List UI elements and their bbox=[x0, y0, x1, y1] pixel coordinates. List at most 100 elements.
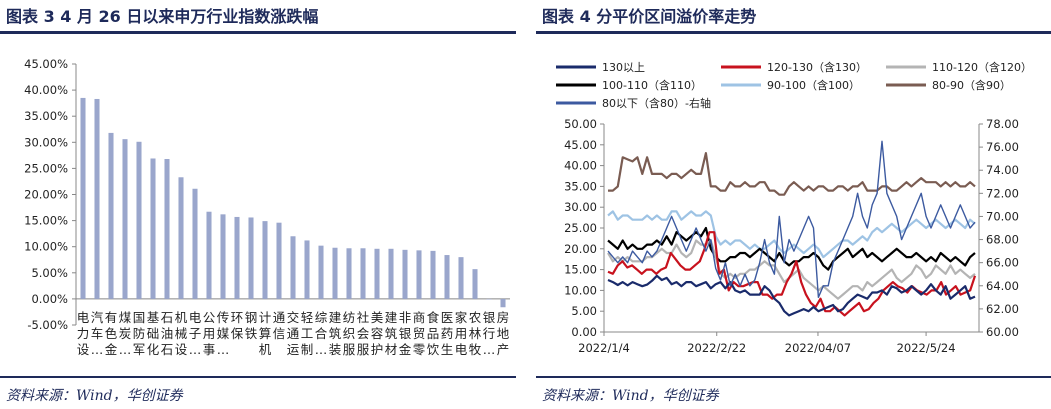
premium-line-chart: 130以上 120-130（含130） 110-120（含120） 100-110（含… bbox=[556, 60, 1032, 355]
category-label: 牧 bbox=[469, 342, 482, 357]
category-label: 商 bbox=[413, 310, 426, 325]
category-label: 用 bbox=[203, 326, 216, 341]
category-label: 品 bbox=[427, 326, 440, 341]
category-label: 运 bbox=[287, 342, 300, 357]
title-rule bbox=[536, 31, 1051, 34]
category-label: 银 bbox=[483, 310, 496, 325]
y-tick-label: 10.00% bbox=[24, 240, 68, 254]
category-label: 化 bbox=[147, 342, 160, 357]
y-tick-label: 0.00 bbox=[571, 325, 597, 339]
category-label: 础 bbox=[147, 326, 160, 341]
category-label: 制 bbox=[301, 342, 314, 357]
category-label: 环 bbox=[231, 310, 244, 325]
y2-tick-label: 66.00 bbox=[986, 256, 1019, 270]
category-label: 石 bbox=[161, 342, 174, 357]
y2-tick-label: 74.00 bbox=[986, 163, 1019, 177]
category-label: 工 bbox=[301, 326, 314, 341]
category-label: 铁 bbox=[245, 326, 258, 341]
chart-title-industry: 图表 3 4 月 26 日以来申万行业指数涨跌幅 bbox=[6, 7, 319, 26]
category-label: 金 bbox=[105, 342, 118, 357]
bar-社会服务 bbox=[360, 248, 366, 299]
category-label: 贸 bbox=[413, 326, 426, 341]
bar-传媒 bbox=[220, 214, 226, 299]
category-label: 轻 bbox=[301, 310, 314, 325]
category-label: 银 bbox=[399, 326, 412, 341]
y-tick-label: 5.00% bbox=[31, 266, 68, 280]
category-label: 服 bbox=[343, 342, 356, 357]
category-label: 汽 bbox=[91, 310, 104, 325]
y-tick-label: 40.00 bbox=[564, 159, 597, 173]
bar-电子 bbox=[192, 188, 198, 299]
y2-tick-label: 76.00 bbox=[986, 140, 1019, 154]
bar-基础化工 bbox=[150, 158, 156, 299]
series-line-0 bbox=[607, 274, 976, 317]
category-label: 织 bbox=[343, 326, 356, 341]
category-label: 服 bbox=[357, 342, 370, 357]
category-label: 材 bbox=[385, 342, 398, 357]
bar-轻工制造 bbox=[304, 240, 310, 299]
bar-公用事业 bbox=[206, 211, 212, 299]
legend-label: 80以下（含80）-右轴 bbox=[602, 96, 711, 110]
category-label: 电 bbox=[77, 310, 90, 325]
category-label: 装 bbox=[329, 342, 342, 357]
legend-label: 90-100（含100） bbox=[767, 78, 860, 92]
category-label: … bbox=[189, 342, 202, 357]
category-label: 算 bbox=[259, 326, 272, 341]
category-label: 子 bbox=[189, 326, 202, 341]
category-label: 机 bbox=[259, 342, 272, 357]
category-label: 机 bbox=[175, 310, 188, 325]
chart-title-premium: 图表 4 分平价区间溢价率走势 bbox=[542, 7, 757, 26]
category-label: 非 bbox=[399, 310, 412, 325]
x-tick-label: 2022/5/24 bbox=[897, 341, 956, 355]
y2-tick-label: 78.00 bbox=[986, 117, 1019, 131]
category-label: 保 bbox=[231, 326, 244, 341]
bar-机械设备 bbox=[178, 177, 184, 299]
x-tick-label: 2022/2/22 bbox=[687, 341, 746, 355]
category-label: 农 bbox=[469, 310, 482, 325]
category-label: 社 bbox=[357, 310, 370, 325]
bar-电力设备 bbox=[80, 97, 86, 299]
y-tick-label: 30.00% bbox=[24, 135, 68, 149]
category-label: 通 bbox=[273, 310, 286, 325]
series-line-5 bbox=[608, 151, 976, 196]
bar-商贸零售 bbox=[416, 250, 422, 299]
category-label: … bbox=[119, 342, 132, 357]
y2-tick-label: 68.00 bbox=[986, 233, 1019, 247]
bar-有色金属 bbox=[108, 132, 114, 299]
category-label: 建 bbox=[385, 310, 398, 325]
category-label: 交 bbox=[287, 310, 300, 325]
bar-钢铁 bbox=[248, 217, 254, 299]
category-label: … bbox=[217, 342, 230, 357]
y-tick-label: 15.00% bbox=[24, 214, 68, 228]
category-label: 林 bbox=[469, 326, 482, 341]
category-label: 饮 bbox=[427, 342, 440, 357]
category-label: 石 bbox=[161, 310, 174, 325]
bar-国防军工 bbox=[136, 141, 142, 299]
chart-panel-premium: 图表 4 分平价区间溢价率走势 130以上 120-130（含130） 110-12… bbox=[536, 0, 1051, 409]
category-label: 合 bbox=[315, 326, 328, 341]
category-label: 筑 bbox=[385, 326, 398, 341]
y2-tick-label: 60.00 bbox=[986, 325, 1019, 339]
category-label: 金 bbox=[399, 342, 412, 357]
category-label: 生 bbox=[441, 342, 454, 357]
category-label: 行 bbox=[483, 326, 496, 341]
legend-label: 120-130（含130） bbox=[767, 60, 867, 74]
category-label: 信 bbox=[273, 326, 286, 341]
bar-纺织服饰 bbox=[346, 248, 352, 299]
source-note-premium: 资料来源：Wind，华创证券 bbox=[542, 388, 719, 404]
category-label: 药 bbox=[441, 326, 454, 341]
bar-家用电器 bbox=[458, 257, 464, 299]
y-tick-label: 25.00 bbox=[564, 221, 597, 235]
bar-非银金融 bbox=[402, 249, 408, 299]
category-label: 炭 bbox=[119, 326, 132, 341]
bar-农林牧渔 bbox=[472, 269, 478, 299]
category-label: 公 bbox=[203, 310, 216, 325]
category-label: 传 bbox=[217, 310, 230, 325]
category-label: 用 bbox=[455, 326, 468, 341]
category-label: 计 bbox=[259, 310, 272, 325]
legend-label: 80-90（含90） bbox=[932, 78, 1011, 92]
bar-通信 bbox=[276, 222, 282, 299]
category-label: 力 bbox=[77, 326, 90, 341]
category-label: 军 bbox=[133, 342, 146, 357]
category-label: 家 bbox=[455, 310, 468, 325]
